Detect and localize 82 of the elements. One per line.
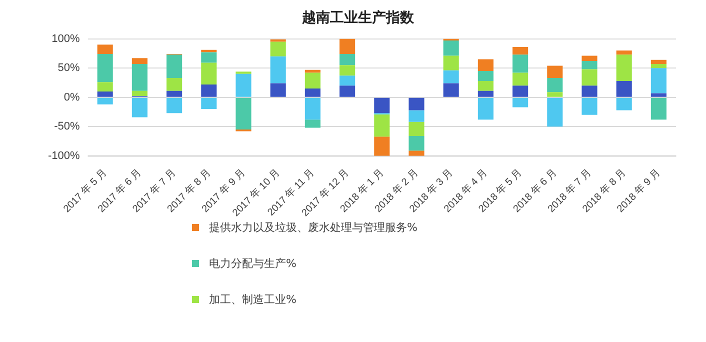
bar	[270, 56, 286, 84]
bar	[270, 83, 286, 97]
legend-label: 电力分配与生产%	[209, 257, 296, 270]
bar	[650, 93, 666, 97]
bar	[408, 98, 424, 110]
bar	[582, 56, 598, 62]
legend-label: 加工、制造工业%	[209, 293, 296, 306]
bar	[166, 90, 182, 97]
bar	[547, 66, 563, 78]
bar	[340, 38, 356, 54]
bar	[582, 61, 598, 70]
bar	[582, 86, 598, 97]
bar	[616, 50, 632, 55]
bar	[340, 54, 356, 66]
bar	[408, 110, 424, 122]
bar	[443, 83, 459, 97]
bar	[582, 98, 598, 115]
bar	[374, 114, 390, 137]
bar	[478, 59, 494, 71]
bar	[97, 91, 113, 97]
bar	[304, 72, 320, 89]
bar	[304, 88, 320, 97]
bar	[443, 56, 459, 70]
legend-label: 提供水力以及垃圾、废水处理与管理服务%	[209, 221, 418, 234]
bar	[443, 70, 459, 84]
bar	[547, 92, 563, 97]
bar	[582, 69, 598, 86]
bar	[616, 54, 632, 81]
bar	[443, 40, 459, 56]
bar	[512, 46, 528, 55]
bar	[374, 98, 390, 114]
y-tick-label: -100%	[48, 150, 80, 162]
bar	[304, 120, 320, 128]
bar	[478, 90, 494, 97]
y-tick-label: 0%	[64, 91, 80, 104]
y-tick-label: 50%	[58, 62, 80, 74]
bar	[478, 98, 494, 120]
bar	[616, 80, 632, 97]
bar	[304, 98, 320, 120]
bar	[166, 78, 182, 91]
bar	[650, 64, 666, 68]
bar	[616, 98, 632, 110]
bar	[512, 86, 528, 97]
bar	[166, 98, 182, 114]
bar	[340, 65, 356, 76]
bar	[97, 54, 113, 82]
bar	[340, 86, 356, 97]
bar	[547, 78, 563, 92]
bar	[650, 68, 666, 94]
bar	[512, 54, 528, 73]
bar	[132, 90, 148, 96]
y-tick-label: 100%	[52, 32, 80, 45]
bar	[97, 82, 113, 92]
bar	[478, 71, 494, 81]
bar	[201, 52, 217, 63]
bar	[97, 44, 113, 54]
y-tick-label: -50%	[54, 120, 80, 133]
bar	[408, 150, 424, 156]
bar	[478, 80, 494, 91]
bar	[236, 74, 252, 97]
bar	[340, 76, 356, 86]
bar	[201, 62, 217, 84]
bar	[132, 58, 148, 64]
bar	[547, 98, 563, 127]
bar	[374, 136, 390, 156]
bar	[408, 122, 424, 136]
bar	[650, 60, 666, 64]
bar	[270, 42, 286, 56]
bar	[408, 136, 424, 151]
bar	[236, 98, 252, 130]
bar	[97, 98, 113, 104]
bar	[201, 84, 217, 97]
bar	[201, 98, 217, 110]
chart-title: 越南工业生产指数	[301, 9, 415, 26]
bar	[166, 54, 182, 78]
bar	[512, 72, 528, 86]
bar	[132, 98, 148, 118]
bar	[201, 50, 217, 52]
bar	[650, 98, 666, 120]
bar	[132, 64, 148, 91]
bar	[304, 70, 320, 73]
bar	[512, 98, 528, 108]
